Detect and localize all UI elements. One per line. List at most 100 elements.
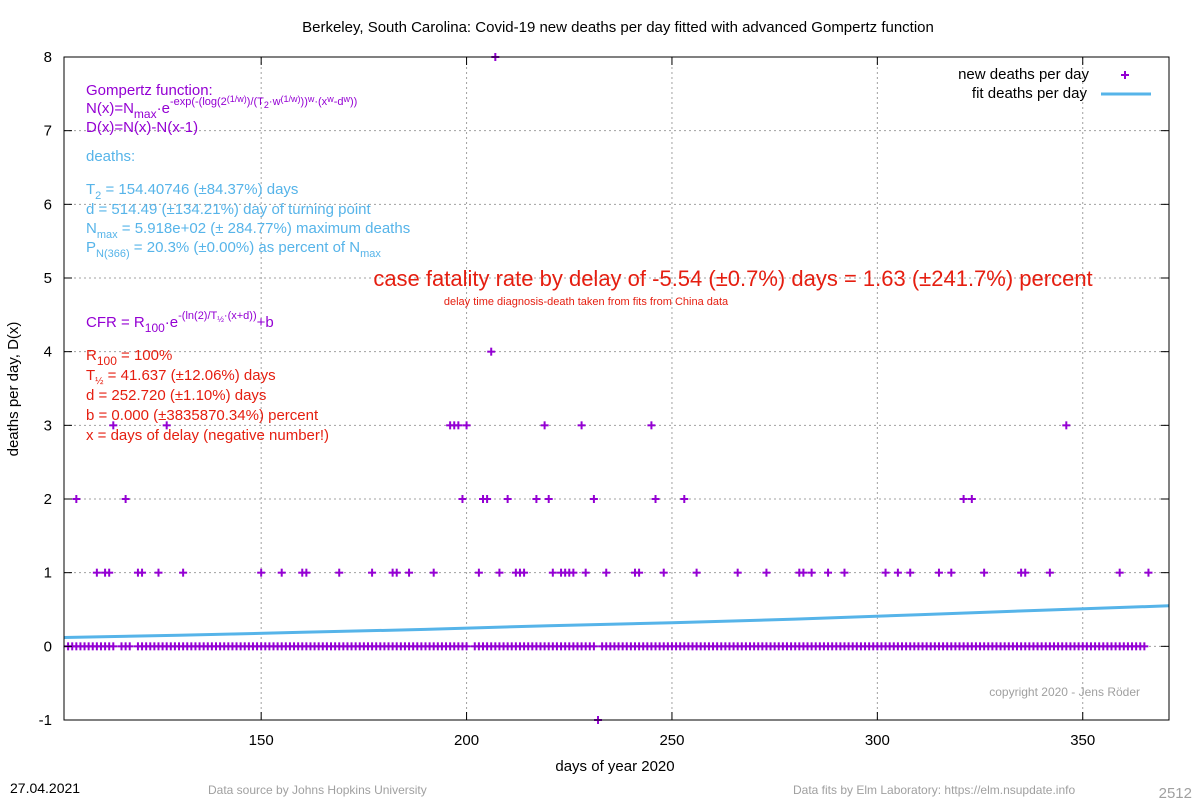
cfr-c: +b — [257, 314, 274, 331]
data-point — [109, 421, 118, 430]
n-exp-2: )/(T — [247, 96, 264, 108]
data-point — [368, 568, 377, 577]
n-max-sub: max — [134, 107, 157, 121]
n-exp-5: ·(x — [314, 96, 327, 108]
data-point — [154, 568, 163, 577]
data-point — [162, 421, 171, 430]
legend-label-new-deaths: new deaths per day — [958, 66, 1089, 83]
data-point — [589, 495, 598, 503]
data-point — [733, 568, 742, 577]
gompertz-title: Gompertz function: — [86, 82, 213, 99]
cfr-sub100: 100 — [145, 321, 165, 335]
copyright: copyright 2020 - Jens Röder — [989, 685, 1140, 699]
r-sub: 100 — [97, 354, 117, 368]
footer-number: 2512 — [1159, 785, 1192, 800]
x-axis-label: days of year 2020 — [555, 758, 674, 775]
n-exp-1w-a: (1/w) — [227, 94, 247, 104]
y-tick-label: 5 — [44, 270, 52, 287]
data-points — [64, 53, 1153, 724]
n-exp-2sub: 2 — [264, 100, 269, 110]
param-r100: R100 = 100% — [86, 347, 172, 368]
nmax-letter: N — [86, 220, 97, 237]
data-point — [906, 568, 915, 577]
deaths-d: d = 514.49 (±134.21%) day of turning poi… — [86, 201, 372, 218]
footer-fits: Data fits by Elm Laboratory: https://elm… — [793, 783, 1075, 797]
data-point — [392, 568, 401, 577]
data-point — [934, 568, 943, 577]
data-point — [548, 568, 557, 577]
plot-frame — [63, 56, 1170, 721]
data-point — [92, 568, 101, 577]
t-letter: T — [86, 367, 95, 384]
t-sub: ½ — [95, 376, 104, 387]
n-exp-3: ·w — [269, 96, 281, 108]
deaths-t2: T2 = 154.40746 (±84.37%) days — [86, 181, 298, 202]
y-tick-label: 6 — [44, 196, 52, 213]
y-tick-label: 2 — [44, 491, 52, 508]
data-point — [1140, 642, 1149, 651]
n-exp-w2: w — [326, 94, 334, 104]
data-point — [577, 421, 586, 430]
deaths-title: deaths: — [86, 148, 135, 165]
data-point — [503, 495, 512, 503]
data-point — [483, 495, 492, 503]
x-tick-label: 200 — [454, 732, 479, 749]
fit-line-path — [63, 604, 1170, 639]
data-point — [651, 495, 660, 503]
legend-label-fit-deaths: fit deaths per day — [972, 85, 1088, 102]
cfr-sup-half: ½ — [217, 315, 224, 324]
data-point — [72, 495, 81, 503]
cfr-headline: case fatality rate by delay of -5.54 (±0… — [373, 266, 1092, 291]
data-point — [109, 642, 118, 651]
n-exp-6: -d — [334, 96, 344, 108]
n-exp-w3: w — [342, 94, 350, 104]
n-exp-1w-b: (1/w) — [281, 94, 301, 104]
t2-value: = 154.40746 (±84.37%) days — [101, 181, 298, 198]
legend-point-marker — [1121, 71, 1129, 79]
data-point — [980, 568, 989, 577]
n-exp-7: )) — [350, 96, 357, 108]
param-x: x = days of delay (negative number!) — [86, 427, 329, 444]
data-point — [1021, 568, 1030, 577]
data-point — [474, 568, 483, 577]
nmax-value: = 5.918e+02 (± 284.77%) maximum deaths — [118, 220, 411, 237]
data-point — [454, 421, 463, 430]
deaths-p: PN(366) = 20.3% (±0.00%) as percent of N… — [86, 239, 381, 260]
data-point — [532, 495, 541, 503]
cfr-subline: delay time diagnosis-death taken from fi… — [444, 296, 729, 308]
cfr-parameters: R100 = 100% T½ = 41.637 (±12.06%) days d… — [86, 347, 329, 444]
deaths-nmax: Nmax = 5.918e+02 (± 284.77%) maximum dea… — [86, 220, 410, 241]
data-point — [692, 568, 701, 577]
n-exp-w: w — [307, 94, 315, 104]
cfr-e: ·e — [165, 314, 178, 331]
chart-title: Berkeley, South Carolina: Covid-19 new d… — [302, 19, 934, 36]
data-point — [277, 568, 286, 577]
gompertz-n-equation: N(x)=Nmax·e-exp(-(log(2(1/w))/(T2·w(1/w)… — [86, 94, 357, 121]
y-axis-label: deaths per day, D(x) — [5, 322, 22, 457]
data-point — [257, 568, 266, 577]
n-eq-prefix: N(x)=N — [86, 100, 134, 117]
data-point — [405, 568, 414, 577]
data-point — [959, 495, 968, 503]
fit-line — [63, 604, 1170, 639]
deaths-parameters: deaths: T2 = 154.40746 (±84.37%) days d … — [86, 148, 410, 260]
data-point — [967, 495, 976, 503]
data-point — [462, 421, 471, 430]
y-tick-label: -1 — [39, 712, 52, 729]
data-point — [520, 568, 529, 577]
data-point — [105, 568, 114, 577]
data-point — [1144, 568, 1153, 577]
data-point — [544, 495, 553, 503]
footer-source: Data source by Johns Hopkins University — [208, 783, 427, 797]
data-point — [495, 568, 504, 577]
data-point — [1045, 568, 1054, 577]
param-thalf: T½ = 41.637 (±12.06%) days — [86, 367, 276, 387]
data-point — [947, 568, 956, 577]
data-point — [138, 568, 147, 577]
data-point — [458, 495, 467, 503]
y-tick-label: 3 — [44, 417, 52, 434]
gompertz-formula: Gompertz function: N(x)=Nmax·e-exp(-(log… — [86, 82, 357, 136]
x-tick-label: 250 — [659, 732, 684, 749]
p-sub-max: max — [360, 248, 381, 260]
